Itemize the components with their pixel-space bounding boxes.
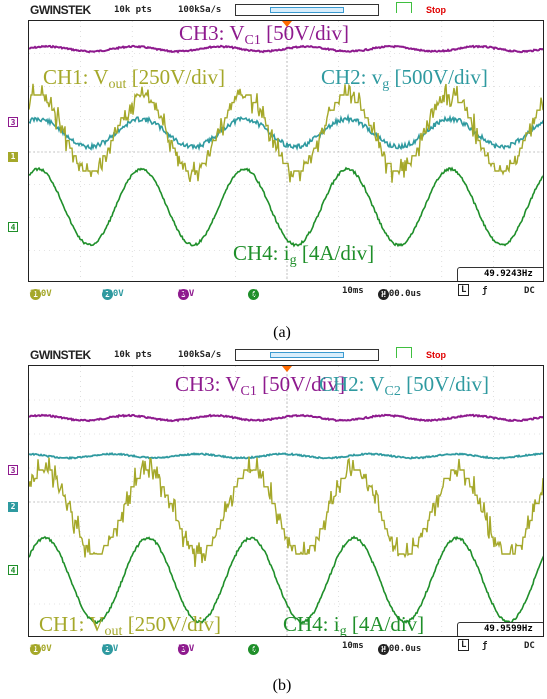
oscilloscope-a: GWINSTEK 10k pts 100kSa/s Stop CH3: VC1 … xyxy=(8,0,544,320)
f-icon: F xyxy=(463,625,468,634)
ch2-label: CH2: VC2 [50V/div] xyxy=(319,372,489,399)
ch3-label: CH3: VC1 [50V/div] xyxy=(179,21,349,48)
ch3-label: CH3: VC1 [50V/div] xyxy=(175,372,345,399)
frequency-readout: F 49.9243Hz xyxy=(457,267,543,281)
record-length: 10k pts xyxy=(114,350,152,360)
ch2-label: CH2: vg [500V/div] xyxy=(321,65,488,92)
timebase: 10ms xyxy=(342,641,364,651)
scope-panel-a: GWINSTEK 10k pts 100kSa/s Stop CH3: VC1 … xyxy=(0,0,547,345)
waveform-svg xyxy=(29,21,543,281)
trigger-position-marker xyxy=(282,21,292,27)
ch1-trace xyxy=(29,456,543,568)
memory-bar xyxy=(235,4,379,16)
waveform-display: CH3: VC1 [50V/div] CH1: Vout [250V/div] … xyxy=(28,20,544,282)
waveform-display: CH3: VC1 [50V/div] CH2: VC2 [50V/div] CH… xyxy=(28,365,544,637)
frequency-readout: F 49.9599Hz xyxy=(457,622,543,636)
caption-a: (a) xyxy=(273,324,291,341)
channel-scale-bar: 1 ═ 250V 2 ↓~ 500V 3 ═ 50V 4 ↓~ 4A 10ms H-… xyxy=(30,284,535,300)
ch1-label: CH1: Vout [250V/div] xyxy=(39,612,222,637)
ch2-marker[interactable]: 2 xyxy=(8,502,18,512)
memory-bar xyxy=(235,349,379,361)
sample-rate: 100kSa/s xyxy=(178,350,222,360)
caption-b: (b) xyxy=(272,677,292,694)
brand-logo: GWINSTEK xyxy=(30,348,91,362)
ch4-trace xyxy=(29,535,543,624)
status-bar: GWINSTEK 10k pts 100kSa/s Stop xyxy=(28,345,544,365)
scope-panel-b: GWINSTEK 10k pts 100kSa/s Stop CH3: VC1 … xyxy=(0,345,547,699)
waveform-svg xyxy=(29,366,543,636)
status-bar: GWINSTEK 10k pts 100kSa/s Stop xyxy=(28,0,544,20)
ch1-icon: 1 xyxy=(30,644,41,655)
memory-window xyxy=(270,7,344,13)
run-state: Stop xyxy=(426,350,446,360)
ch3-marker[interactable]: 3 xyxy=(8,117,18,127)
ch3-marker[interactable]: 3 xyxy=(8,465,18,475)
oscilloscope-b: GWINSTEK 10k pts 100kSa/s Stop CH3: VC1 … xyxy=(8,345,544,665)
run-state: Stop xyxy=(426,5,446,15)
ch4-marker[interactable]: 4 xyxy=(8,565,18,575)
brand-logo: GWINSTEK xyxy=(30,3,91,17)
ch3-icon: 3 xyxy=(178,289,189,300)
trigger-edge-icon xyxy=(396,347,412,358)
f-icon: F xyxy=(463,270,468,279)
ch2-trace xyxy=(29,113,543,152)
ch3-trace xyxy=(29,413,543,423)
timebase: 10ms xyxy=(342,286,364,296)
ch3-icon: 3 xyxy=(178,644,189,655)
ch4-icon: 4 xyxy=(248,289,259,300)
ch4-marker[interactable]: 4 xyxy=(8,222,18,232)
channel-scale-bar: 1 ═ 250V 2 ═ 50V 3 ═ 50V 4 ↓~ 4A 10ms H -1… xyxy=(30,639,535,655)
coupling: DC xyxy=(524,641,535,651)
ch1-trace xyxy=(29,83,543,183)
ch2-icon: 2 xyxy=(102,289,113,300)
ch1-label: CH1: Vout [250V/div] xyxy=(43,65,226,92)
trigger-position-marker xyxy=(282,366,292,372)
record-length: 10k pts xyxy=(114,5,152,15)
ch1-marker[interactable]: 1 xyxy=(8,152,18,162)
ch4-icon: 4 xyxy=(248,644,259,655)
ch2-trace xyxy=(29,451,543,460)
ch1-icon: 1 xyxy=(30,289,41,300)
ch4-label: CH4: ig [4A/div] xyxy=(283,612,425,637)
coupling: DC xyxy=(524,286,535,296)
ch4-label: CH4: ig [4A/div] xyxy=(233,241,375,268)
sample-rate: 100kSa/s xyxy=(178,5,222,15)
memory-window xyxy=(270,352,344,358)
trigger-edge-icon xyxy=(396,2,412,13)
ch4-trace xyxy=(29,166,543,248)
ch3-trace xyxy=(29,44,543,54)
ch2-icon: 2 xyxy=(102,644,113,655)
